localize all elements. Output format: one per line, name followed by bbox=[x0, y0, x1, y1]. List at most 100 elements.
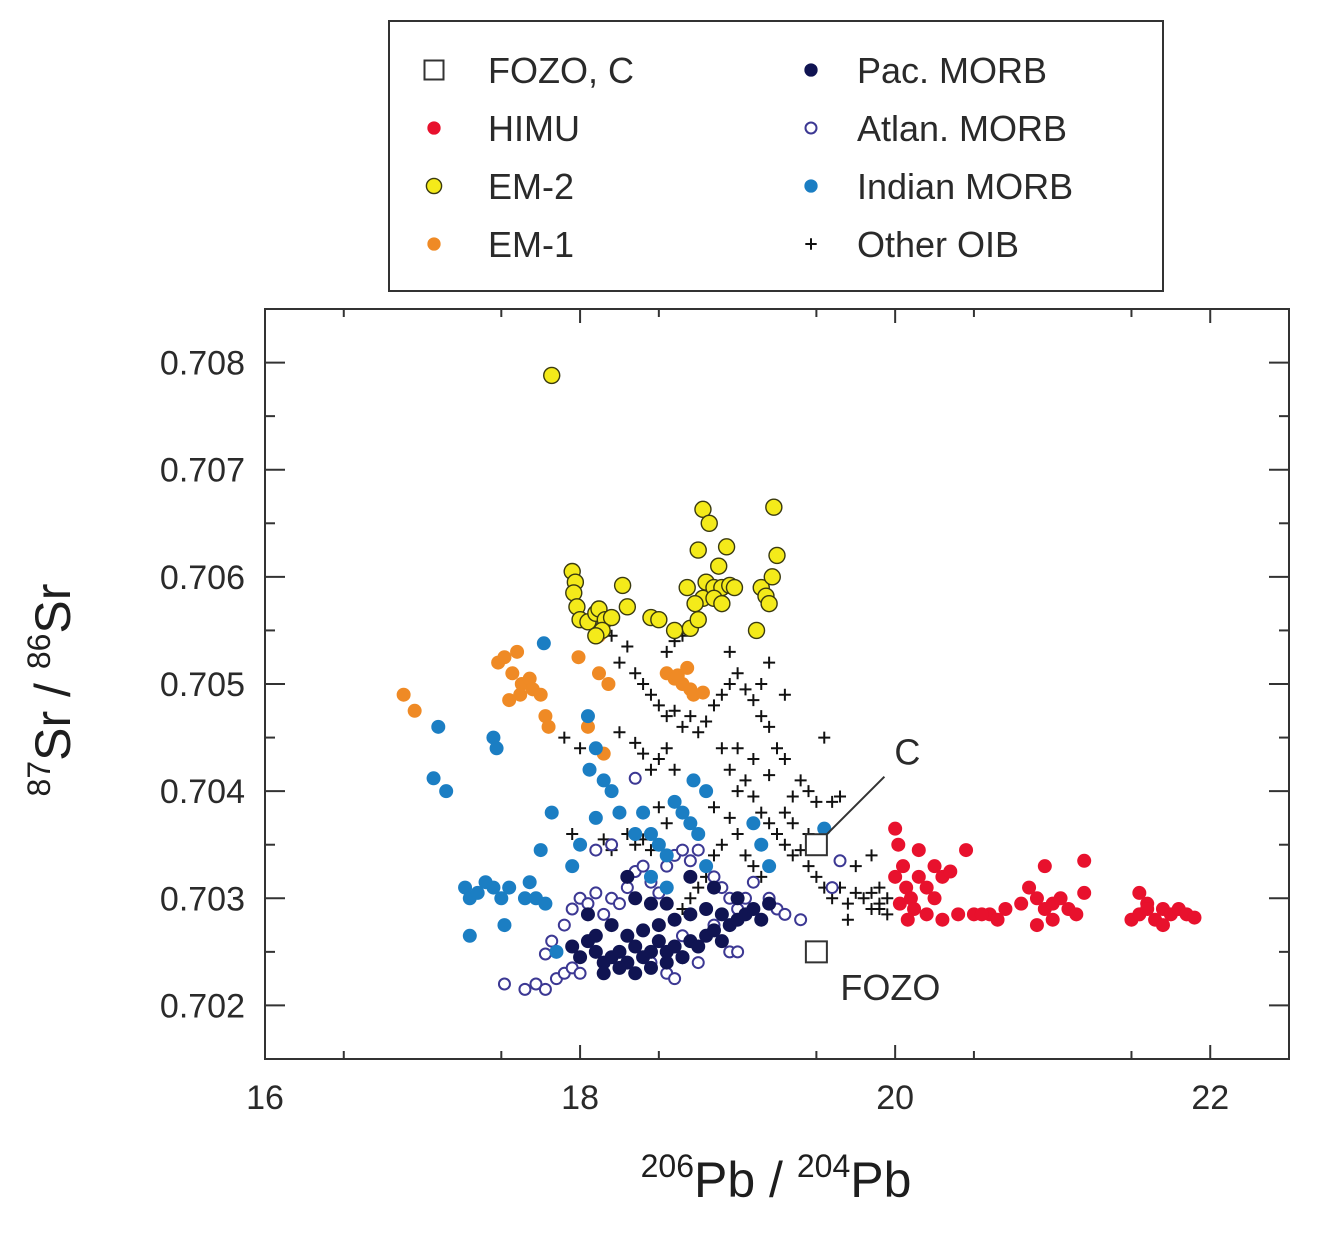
data-point-atlan-morb bbox=[668, 972, 682, 986]
legend-entry-em-2: EM-2 bbox=[425, 166, 574, 207]
data-point-himu bbox=[891, 837, 906, 852]
plot-frame bbox=[264, 308, 1290, 1060]
data-point-pac-morb bbox=[746, 902, 761, 916]
data-point-indian-morb bbox=[596, 773, 611, 788]
y-tick-label: 0.706 bbox=[160, 559, 245, 597]
data-point-atlan-morb bbox=[778, 907, 792, 921]
data-point-other-oib bbox=[841, 897, 854, 910]
data-point-indian-morb bbox=[588, 810, 603, 825]
data-point-atlan-morb bbox=[605, 838, 619, 852]
data-point-indian-morb bbox=[565, 859, 580, 874]
data-point-pac-morb bbox=[596, 966, 611, 981]
data-point-indian-morb bbox=[699, 784, 714, 799]
data-point-pac-morb bbox=[588, 928, 603, 943]
data-point-indian-morb bbox=[533, 843, 548, 858]
data-point-em-2 bbox=[665, 621, 684, 640]
data-point-other-oib bbox=[865, 886, 878, 899]
data-point-other-oib bbox=[715, 742, 728, 755]
data-point-em-2 bbox=[602, 608, 621, 627]
data-point-indian-morb bbox=[675, 805, 690, 820]
data-point-other-oib bbox=[771, 828, 783, 840]
data-point-pac-morb bbox=[620, 928, 635, 943]
legend-marker-fozo-c bbox=[423, 59, 445, 81]
data-point-other-oib bbox=[747, 694, 760, 707]
x-tick-label: 22 bbox=[1191, 1079, 1229, 1117]
data-point-pac-morb bbox=[620, 869, 635, 884]
data-point-pac-morb bbox=[754, 912, 769, 927]
data-point-atlan-morb bbox=[597, 907, 611, 921]
data-point-other-oib bbox=[566, 828, 579, 840]
data-point-other-oib bbox=[723, 763, 736, 776]
data-point-indian-morb bbox=[431, 719, 446, 734]
legend-marker-himu bbox=[427, 121, 441, 135]
data-point-other-oib bbox=[747, 860, 760, 873]
legend-label-himu: HIMU bbox=[488, 108, 580, 149]
legend-entry-himu: HIMU bbox=[427, 108, 580, 149]
data-point-em-1 bbox=[670, 668, 685, 683]
plot-area bbox=[264, 308, 1290, 1060]
x-tick-label: 18 bbox=[561, 1079, 599, 1117]
data-point-himu bbox=[943, 864, 958, 879]
data-point-pac-morb bbox=[565, 939, 580, 954]
data-point-himu bbox=[1077, 885, 1092, 900]
data-point-pac-morb bbox=[730, 891, 745, 906]
data-point-em-1 bbox=[695, 685, 710, 700]
data-point-pac-morb bbox=[643, 960, 658, 975]
y-tick-label: 0.705 bbox=[160, 666, 245, 704]
data-point-indian-morb bbox=[667, 794, 682, 809]
data-point-indian-morb bbox=[636, 805, 651, 820]
legend-label-indian-morb: Indian MORB bbox=[857, 166, 1073, 207]
data-point-other-oib bbox=[873, 881, 886, 894]
y-tick-label: 0.708 bbox=[160, 345, 245, 383]
legend-label-atlan-morb: Atlan. MORB bbox=[857, 108, 1067, 149]
axis-ticks bbox=[264, 309, 1289, 1059]
data-point-other-oib bbox=[707, 849, 720, 862]
legend-label-fozo-c: FOZO, C bbox=[488, 50, 634, 91]
data-point-indian-morb bbox=[659, 848, 674, 863]
data-point-himu bbox=[1029, 918, 1044, 933]
data-point-himu bbox=[974, 907, 989, 922]
data-point-atlan-morb bbox=[675, 843, 689, 857]
data-point-indian-morb bbox=[486, 730, 501, 745]
data-point-himu bbox=[1140, 902, 1155, 916]
data-point-himu bbox=[1069, 907, 1084, 922]
data-point-em-2 bbox=[650, 611, 668, 629]
data-point-himu bbox=[935, 912, 950, 927]
data-point-pac-morb bbox=[706, 923, 721, 938]
data-point-pac-morb bbox=[714, 934, 729, 949]
data-point-indian-morb bbox=[762, 859, 777, 874]
data-point-em-2 bbox=[587, 627, 605, 645]
data-point-himu bbox=[919, 880, 934, 895]
data-point-em-1 bbox=[502, 693, 517, 708]
data-point-indian-morb bbox=[439, 784, 454, 799]
data-point-other-oib bbox=[723, 678, 736, 690]
data-point-other-oib bbox=[707, 699, 720, 712]
data-point-indian-morb bbox=[549, 944, 564, 959]
data-point-other-oib bbox=[652, 699, 665, 712]
data-point-other-oib bbox=[700, 715, 713, 728]
data-point-himu bbox=[919, 907, 934, 922]
data-point-em-1 bbox=[407, 703, 422, 718]
series-fozo-c bbox=[804, 833, 828, 964]
data-point-indian-morb bbox=[573, 837, 588, 852]
data-point-other-oib bbox=[715, 838, 728, 851]
series-indian-morb bbox=[426, 636, 832, 959]
data-point-pac-morb bbox=[762, 896, 777, 911]
data-point-other-oib bbox=[881, 892, 894, 905]
data-point-other-oib bbox=[747, 753, 760, 765]
data-point-indian-morb bbox=[426, 771, 441, 786]
data-point-indian-morb bbox=[604, 784, 619, 799]
data-point-other-oib bbox=[637, 747, 650, 760]
data-point-em-1 bbox=[571, 650, 586, 665]
data-points bbox=[396, 366, 1202, 996]
annotations: C FOZO bbox=[825, 732, 940, 1008]
data-point-other-oib bbox=[786, 817, 799, 830]
data-point-other-oib bbox=[763, 817, 776, 830]
data-point-other-oib bbox=[763, 769, 776, 782]
legend-entry-indian-morb: Indian MORB bbox=[804, 166, 1073, 207]
legend-entry-other-oib: Other OIB bbox=[805, 224, 1019, 265]
data-point-indian-morb bbox=[643, 869, 658, 884]
data-point-em-1 bbox=[541, 719, 556, 734]
data-point-pac-morb bbox=[628, 939, 643, 954]
data-point-himu bbox=[951, 907, 966, 922]
